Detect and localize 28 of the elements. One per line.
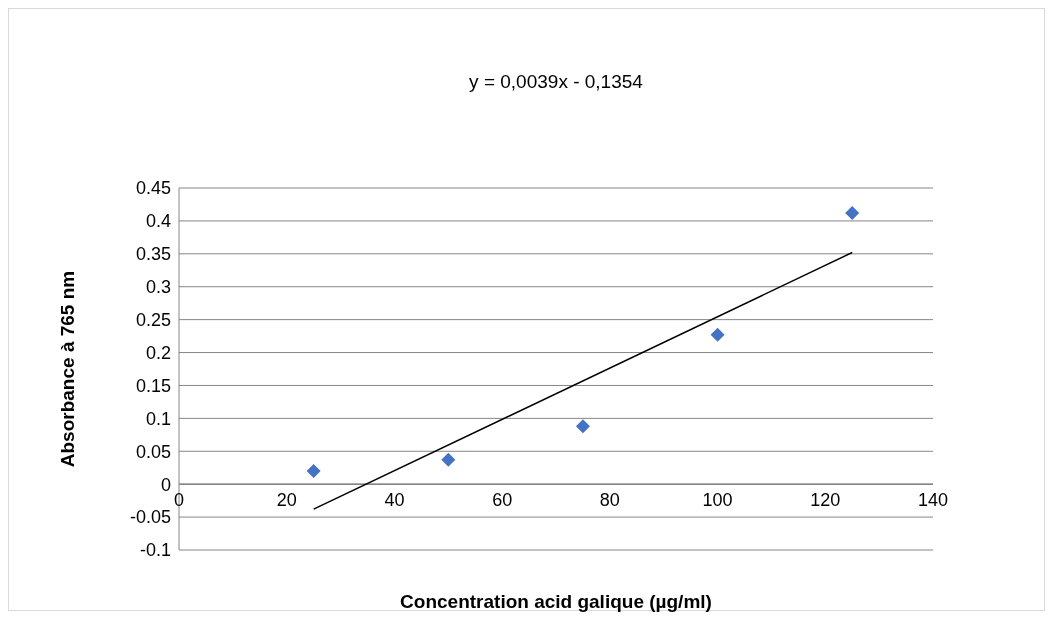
point xyxy=(306,464,321,479)
point xyxy=(710,327,725,342)
y-tick-label: 0.15 xyxy=(135,375,171,396)
y-tick-label: 0.25 xyxy=(135,310,171,331)
x-tick-label: 100 xyxy=(702,490,733,511)
y-tick-label: 0.2 xyxy=(145,342,171,363)
x-tick-label: 140 xyxy=(917,490,949,511)
x-tick-label: 40 xyxy=(384,490,405,511)
y-tick-label: 0.4 xyxy=(145,211,171,232)
x-tick-label: 20 xyxy=(276,490,297,511)
y-tick-label: 0.35 xyxy=(135,244,171,265)
point xyxy=(575,419,590,434)
x-tick-label: 60 xyxy=(492,490,513,511)
text: y = 0,0039x - 0,1354 xyxy=(468,71,644,93)
y-tick-label: 0.05 xyxy=(135,441,171,462)
x-tick-label: 120 xyxy=(810,490,841,511)
y-tick-label: 0.45 xyxy=(135,178,171,199)
x-tick-label: 0 xyxy=(173,490,185,511)
y-axis-title: Absorbance à 765 nm xyxy=(56,270,78,468)
y-tick-label: 0.3 xyxy=(145,277,171,298)
x-axis-title: Concentration acid galique (µg/ml) xyxy=(400,591,712,612)
y-tick-label: 0.1 xyxy=(145,408,171,429)
point xyxy=(441,452,456,467)
x-tick-label: 80 xyxy=(599,490,620,511)
y-tick-label: -0.05 xyxy=(129,507,171,528)
y-tick-label: -0.1 xyxy=(139,540,171,561)
point xyxy=(845,206,860,221)
y-tick-label: 0 xyxy=(160,474,171,495)
